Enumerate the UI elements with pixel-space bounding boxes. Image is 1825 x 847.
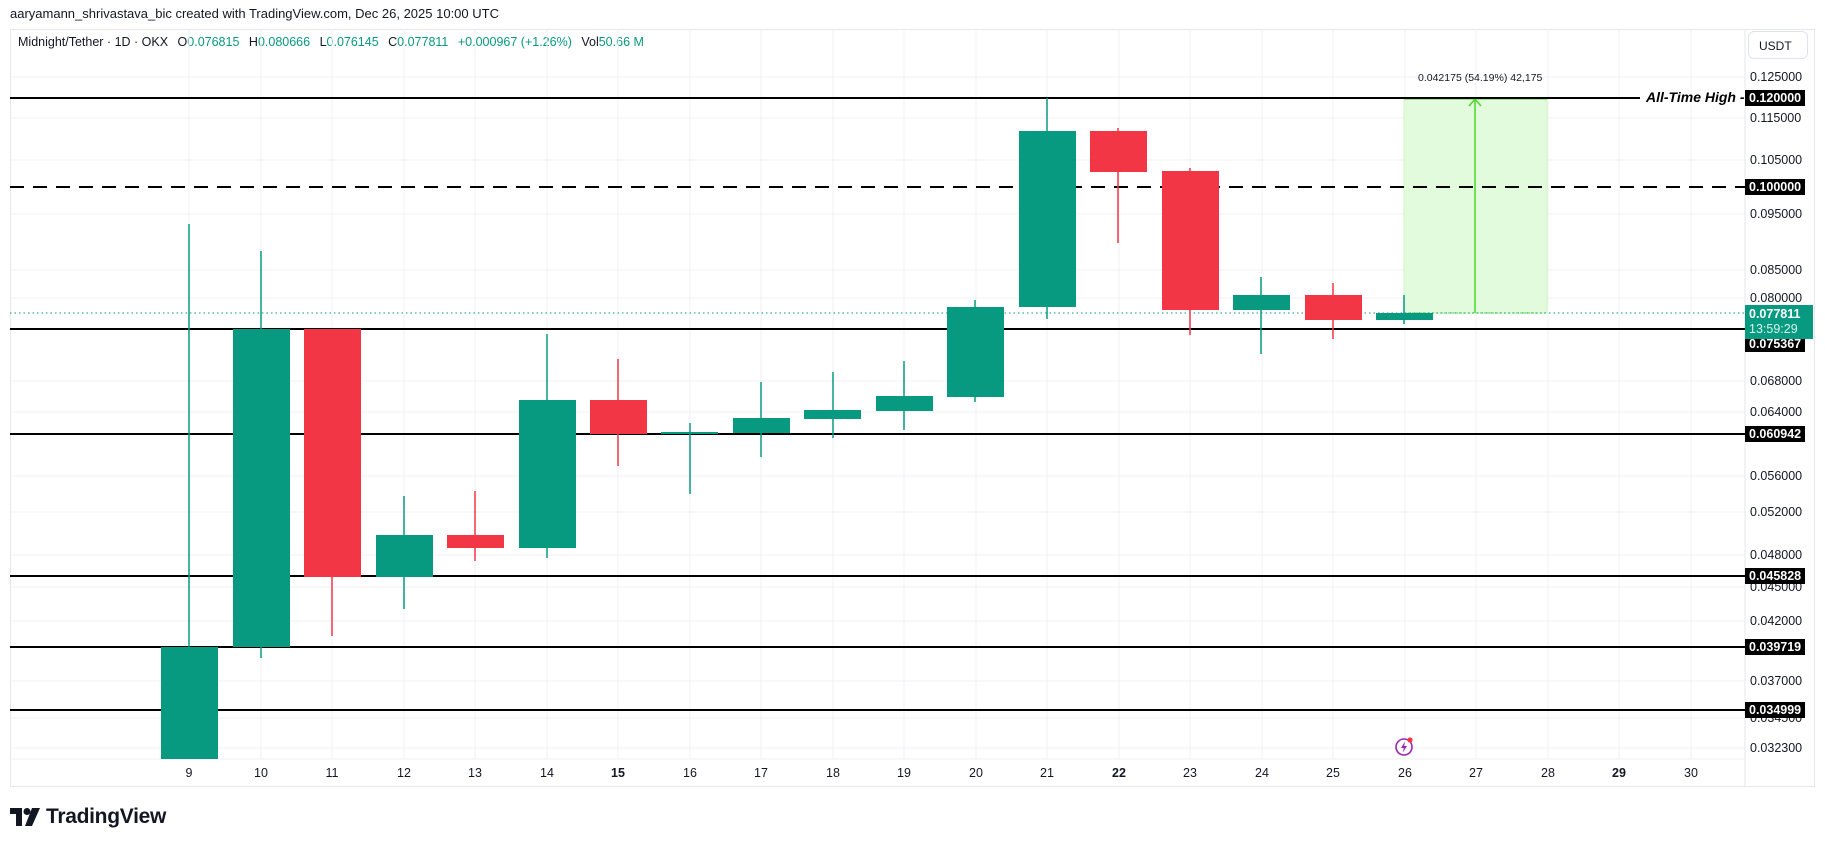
date-tick: 9	[185, 766, 193, 780]
price-tick: 0.064000	[1750, 405, 1803, 419]
lightning-event-icon[interactable]	[1393, 735, 1415, 757]
candle-23	[1162, 168, 1219, 335]
chart-frame[interactable]	[10, 29, 1815, 787]
high-label: H	[248, 35, 258, 49]
date-tick: 19	[897, 766, 911, 780]
level-tag: 0.075367	[1745, 336, 1806, 352]
price-tick: 0.042000	[1750, 614, 1803, 628]
date-tick: 28	[1541, 766, 1555, 780]
current-price-tag: 0.077811 13:59:29	[1745, 305, 1813, 339]
candle-17	[733, 382, 790, 457]
candle-14	[519, 334, 576, 558]
price-tick: 0.068000	[1750, 374, 1803, 388]
price-tick: 0.125000	[1750, 70, 1803, 84]
level-tag: 0.039719	[1745, 639, 1806, 655]
tradingview-logo-text: TradingView	[46, 805, 167, 828]
price-tick: 0.085000	[1750, 263, 1803, 277]
candle-21	[1019, 98, 1076, 319]
date-tick: 20	[969, 766, 983, 780]
date-tick: 14	[540, 766, 554, 780]
candle-20	[947, 300, 1004, 402]
price-range-measure[interactable]	[1403, 97, 1548, 314]
date-tick: 13	[468, 766, 482, 780]
low-label: L	[319, 35, 327, 49]
date-tick: 16	[683, 766, 697, 780]
date-tick: 11	[325, 766, 339, 780]
symbol-legend: Midnight/Tether · 1D · OKX O0.076815 H0.…	[18, 35, 644, 49]
level-tag: 0.100000	[1745, 179, 1806, 195]
price-tick: 0.056000	[1750, 469, 1803, 483]
volume-value: 50.66 M	[598, 35, 644, 49]
date-tick: 17	[754, 766, 768, 780]
candle-9	[161, 224, 218, 759]
current-price-value: 0.077811	[1749, 307, 1801, 321]
open-value: 0.076815	[187, 35, 240, 49]
symbol-name[interactable]: Midnight/Tether · 1D · OKX	[18, 35, 169, 49]
level-tag: 0.060942	[1745, 426, 1806, 442]
chart-credit: aaryamann_shrivastava_bic created with T…	[10, 6, 499, 21]
candles	[161, 98, 1433, 759]
candle-11	[304, 329, 361, 636]
price-tick: 0.052000	[1750, 505, 1803, 519]
change-value: +0.000967 (+1.26%)	[457, 35, 572, 49]
measure-label: 0.042175 (54.19%) 42,175	[1418, 72, 1543, 84]
date-tick: 15	[611, 766, 625, 780]
ath-label[interactable]: All-Time High -	[1643, 89, 1748, 105]
price-tick: 0.032300	[1750, 741, 1803, 755]
date-tick: 18	[826, 766, 840, 780]
date-tick: 25	[1326, 766, 1340, 780]
level-tag: 0.045828	[1745, 568, 1806, 584]
price-tick: 0.115000	[1750, 111, 1802, 125]
open-label: O	[177, 35, 188, 49]
low-value: 0.076145	[326, 35, 379, 49]
price-tick: 0.105000	[1750, 153, 1803, 167]
date-tick: 27	[1469, 766, 1483, 780]
price-tick: 0.048000	[1750, 548, 1803, 562]
support-resistance-levels[interactable]	[10, 97, 1745, 711]
close-label: C	[388, 35, 398, 49]
price-tick: 0.037000	[1750, 674, 1803, 688]
candle-15	[590, 359, 647, 466]
date-tick: 23	[1183, 766, 1197, 780]
candle-10	[233, 251, 290, 658]
level-tag: 0.120000	[1745, 90, 1806, 106]
candle-22	[1090, 128, 1147, 243]
close-value: 0.077811	[397, 35, 449, 49]
bar-countdown: 13:59:29	[1749, 322, 1798, 336]
candle-26	[1376, 295, 1433, 324]
high-value: 0.080666	[257, 35, 311, 49]
price-tick: 0.095000	[1750, 207, 1803, 221]
date-tick: 22	[1112, 766, 1126, 780]
date-tick: 30	[1684, 766, 1698, 780]
candle-13	[447, 491, 504, 561]
candle-19	[876, 361, 933, 430]
price-tick: 0.080000	[1750, 291, 1803, 305]
currency-button[interactable]: USDT	[1748, 31, 1808, 59]
tradingview-logo-icon	[10, 808, 40, 826]
date-tick: 26	[1398, 766, 1412, 780]
tradingview-logo[interactable]: TradingView	[10, 805, 166, 829]
candle-25	[1305, 283, 1362, 339]
date-tick: 12	[397, 766, 411, 780]
date-tick: 24	[1255, 766, 1269, 780]
candle-12	[376, 496, 433, 609]
candle-18	[804, 372, 861, 438]
level-tag: 0.034999	[1745, 702, 1806, 718]
candle-16	[661, 423, 718, 494]
date-tick: 29	[1612, 766, 1626, 780]
date-tick: 10	[254, 766, 268, 780]
candle-24	[1233, 277, 1290, 354]
date-tick: 21	[1040, 766, 1054, 780]
volume-label: Vol	[581, 35, 599, 49]
